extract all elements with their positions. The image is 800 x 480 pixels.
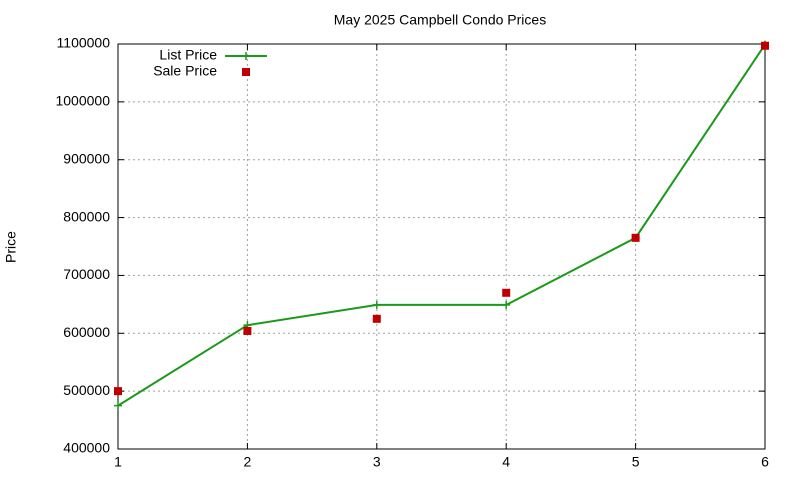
plus-marker — [114, 401, 122, 410]
chart-title: May 2025 Campbell Condo Prices — [334, 12, 546, 28]
y-tick-label: 900000 — [63, 150, 110, 166]
point — [372, 314, 381, 323]
point — [114, 387, 122, 396]
y-tick-label: 1000000 — [55, 93, 110, 109]
point — [761, 41, 769, 50]
y-axis-label: Price — [3, 231, 19, 263]
point — [242, 68, 250, 76]
point — [631, 233, 640, 242]
point — [502, 288, 511, 297]
point — [502, 300, 511, 309]
point — [243, 326, 252, 335]
x-tick-label: 5 — [632, 454, 640, 470]
x-tick-label: 4 — [502, 454, 510, 470]
plus-marker — [372, 300, 381, 309]
legend-label: Sale Price — [153, 63, 217, 79]
y-tick-label: 700000 — [63, 266, 110, 282]
point — [372, 300, 381, 309]
plot-border — [117, 43, 766, 450]
y-tick-label: 1100000 — [57, 35, 111, 51]
plus-marker — [502, 300, 511, 309]
x-tick-label: 1 — [114, 454, 122, 470]
point — [242, 52, 250, 60]
x-tick-label: 3 — [373, 454, 381, 470]
y-tick-label: 800000 — [63, 208, 110, 224]
point — [114, 401, 122, 410]
legend-label: List Price — [159, 47, 217, 63]
y-tick-label: 600000 — [63, 324, 110, 340]
y-tick-label: 500000 — [63, 382, 110, 398]
plus-marker — [242, 52, 250, 60]
x-tick-label: 6 — [761, 454, 769, 470]
y-tick-label: 400000 — [63, 440, 110, 456]
x-tick-label: 2 — [244, 454, 252, 470]
line — [117, 44, 766, 407]
